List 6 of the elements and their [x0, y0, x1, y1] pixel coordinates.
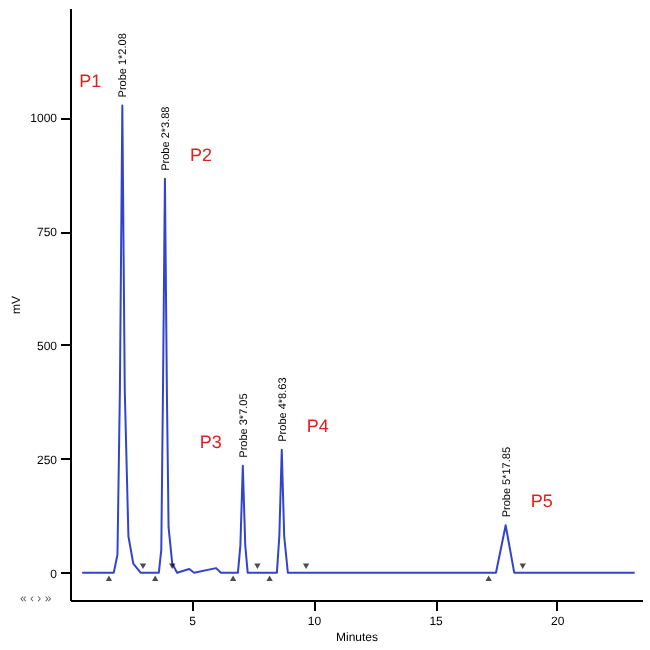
annotation: P2: [189, 144, 212, 165]
annotation: P5: [530, 491, 553, 512]
annotation: P4: [306, 415, 329, 436]
line-series: [81, 104, 636, 574]
annotation: P3: [199, 431, 222, 452]
annotation: P1: [79, 71, 102, 92]
